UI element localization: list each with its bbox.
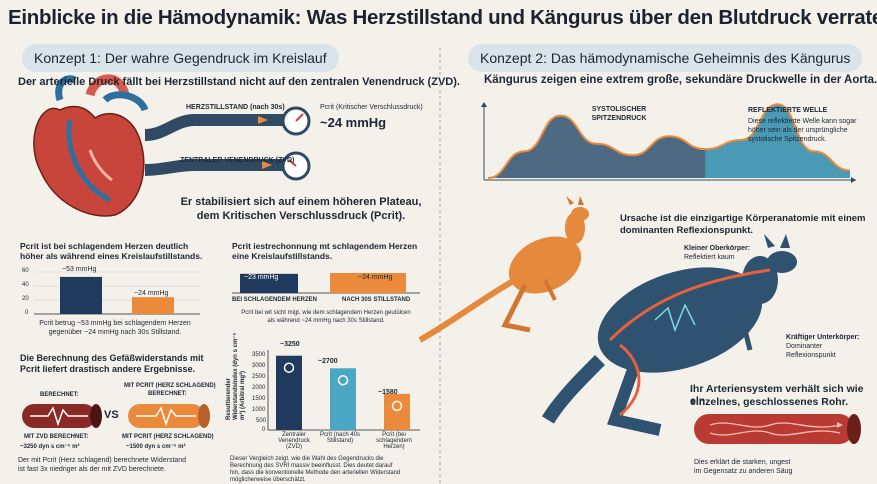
chart2-cat2: NACH 30S STILLSTAND	[342, 297, 411, 303]
chart3-cat3: Pcrit (bei schlagendem Herzen)	[376, 432, 412, 450]
chart3-bar3-label: ~1580	[378, 389, 398, 396]
chart3-ytick-1500: 1500	[252, 396, 266, 402]
resistance-heading-line2: Pcrit liefert drastisch andere Ergebniss…	[20, 364, 196, 374]
wave-label2: REFLEKTIERTE WELLE	[748, 107, 828, 114]
chart1-ytick-60: 60	[22, 268, 29, 274]
resistance-left-label: BERECHNET:	[40, 392, 79, 398]
chart1-bar	[132, 297, 174, 314]
cause-line2: dominanten Reflexionspunkt.	[620, 225, 754, 236]
cause-line1: Ursache ist die einzigartige Körperanato…	[620, 213, 866, 224]
kangaroo-blue-illustration	[541, 234, 797, 436]
wave-desc-line3: systolische Spitzendruck.	[748, 136, 827, 143]
chart2-bar	[330, 273, 406, 293]
heart-top-label: HERZSTILLSTAND (nach 30s)	[186, 104, 285, 111]
chart3-ytick-500: 500	[256, 418, 267, 424]
wave-desc-line1: Diese reflektierte Welle kann sogar	[748, 118, 857, 125]
kangaroo-orange-illustration	[418, 196, 589, 343]
pcrit-value: ~24 mmHg	[320, 115, 387, 130]
chart2-bar2-label: ~24 mmHg	[358, 274, 393, 281]
chart3-footnote-line3: hin, dass die konventionelle Methode den…	[230, 470, 401, 476]
resistance-right-caption-line2: ~1500 dyn s cm⁻⁵ m²	[126, 444, 186, 450]
wave-desc-line2: höher sein als der ursprüngliche	[748, 127, 848, 134]
heart-bottom-label: ZENTRALER VENENDRUCK (ZVD)	[180, 157, 295, 164]
concept2-header: Konzept 2: Das hämodynamische Geheimnis …	[468, 44, 863, 72]
chart2-bar1-label: ~23 mmHg	[244, 274, 279, 281]
concept2-intro: Kängurus zeigen eine extrem große, sekun…	[484, 74, 877, 86]
resistance-left-caption-line2: ~3250 dyn s cm⁻⁵ m²	[20, 444, 80, 450]
resistance-footnote-line2: ist fast 3x niedriger als der mit ZVD be…	[18, 466, 166, 473]
chart1-bar2-label: ~24 mmHg	[134, 290, 169, 297]
chart1-ytick-40: 40	[22, 282, 29, 288]
chart1-bar	[60, 276, 102, 314]
chart3-cat1: Zentraler Venendruck (ZVD)	[278, 432, 310, 450]
tube-line2: einzelnes, geschlossenes Rohr.	[690, 396, 849, 408]
chart2-footnote-line1: Pcrit bei wit sicht migt, wie dem schlag…	[241, 310, 411, 316]
wave-label1-line1: SYSTOLISCHER	[591, 106, 647, 113]
heart-illustration	[33, 74, 149, 217]
chart1-bar1-label: ~53 mmHg	[62, 266, 97, 273]
chart1-ytick-0: 0	[25, 310, 29, 316]
chart3-bar	[384, 393, 410, 430]
vs-label: VS	[104, 409, 119, 421]
chart3-ytick-2500: 2500	[252, 374, 266, 380]
chart1-footnote-line1: Pcrit betrug ~53 mmHg bei schlagendem He…	[39, 320, 191, 327]
tube-line1: Ihr Arteriensystem verhält sich wie ein	[690, 383, 864, 407]
resistance-footnote-line1: Der mit Pcrit (Herz schlagend) berechnet…	[18, 457, 187, 464]
concept1-header: Konzept 1: Der wahre Gegendruck im Kreis…	[22, 44, 339, 72]
chart3-bar-marker	[391, 400, 403, 412]
upper-body-line2: Reflektiert kaum	[684, 254, 735, 261]
chart3-ylabel: Resultierender Widerstandsindex (dyn s c…	[226, 332, 246, 420]
upper-body-line1: Kleiner Oberkörper:	[684, 245, 751, 252]
chart2-heading-line2: eine Kreislaufstillstands.	[232, 251, 333, 261]
gauge-icon	[281, 106, 311, 181]
chart1-ytick-20: 20	[22, 296, 29, 302]
chart1-heading-line1: Pcrit ist bei schlagendem Herzen deutlic…	[20, 241, 189, 251]
chart3-ytick-3500: 3500	[252, 352, 266, 358]
plateau-line2: dem Kritischen Verschlussdruck (Pcrit).	[196, 210, 406, 222]
tube-illustration	[694, 414, 861, 444]
chart2-heading-line1: Pcrit iestrechonnung mt schlagendem Herz…	[232, 241, 418, 251]
chart3-footnote-line4: möglicherweise überschätzt.	[230, 477, 306, 483]
lower-body-line3: Reflexionspunkt	[786, 352, 836, 359]
chart3-ytick-3000: 3000	[252, 363, 266, 369]
pcrit-label: Pcrit (Kritischer Verschlussdruck)	[320, 104, 423, 111]
chart3-bar	[276, 355, 302, 430]
concept1-intro: Der arterielle Druck fällt bei Herzstill…	[18, 76, 460, 88]
vessel-zvd-illustration	[22, 404, 102, 428]
explain-line1: Dies erklärt die starken, ungest	[694, 459, 791, 466]
resistance-heading-line1: Die Berechnung des Gefäßwiderstands mit	[20, 353, 204, 363]
page-title: Einblicke in die Hämodynamik: Was Herzst…	[8, 6, 877, 29]
lower-body-line2: Dominanter	[786, 343, 823, 350]
resistance-right-label-line2: BERECHNET:	[148, 391, 187, 397]
vessel-pcrit-illustration	[128, 404, 210, 428]
chart1-footnote-line2: gegenüber ~24 mmHg nach 30s Stillstand.	[48, 329, 182, 336]
wave-chart	[481, 102, 856, 183]
resistance-left-caption-line1: MIT ZVD BERECHNET:	[24, 434, 89, 440]
chart2-bar	[240, 273, 298, 293]
explain-line2: im Gegensatz zu anderen Säug	[694, 468, 793, 475]
chart3-ytick-1000: 1000	[252, 407, 266, 413]
chart3-ytick-2000: 2000	[252, 385, 266, 391]
chart1-heading-line2: höher als während eines Kreislaufstillst…	[20, 251, 203, 261]
chart3-cat2: Pcrit (nach 40s Stillstand)	[319, 432, 361, 444]
chart3-footnote-line2: Berechnung des SVRI massiv beeinflusst. …	[230, 463, 393, 469]
chart3-ytick-0: 0	[262, 427, 266, 433]
chart3-bar1-label: ~3250	[280, 341, 300, 348]
chart3-footnote-line1: Dieser Vergleich zeigt, wie die Wahl des…	[230, 456, 384, 462]
chart3-bar2-label: ~2700	[318, 358, 338, 365]
chart2-footnote-line2: als während ~24 mmHg nach 30s Stillstand…	[267, 318, 385, 324]
wave-label1-line2: SPITZENDRUCK	[591, 115, 647, 122]
chart3-bar-marker	[337, 375, 349, 386]
resistance-right-label-line1: MIT PCRIT (HERZ SCHLAGEND)	[124, 383, 216, 389]
chart2-cat1: BEI SCHLAGENDEM HERZEN	[232, 297, 318, 303]
chart3-bar	[330, 368, 356, 430]
plateau-line1: Er stabilisiert sich auf einem höheren P…	[180, 196, 422, 208]
lower-body-line1: Kräftiger Unterkörper:	[786, 334, 860, 341]
resistance-right-caption-line1: MIT PCRIT (HERZ SCHLAGEND)	[122, 434, 214, 440]
chart3-bar-marker	[283, 362, 295, 373]
